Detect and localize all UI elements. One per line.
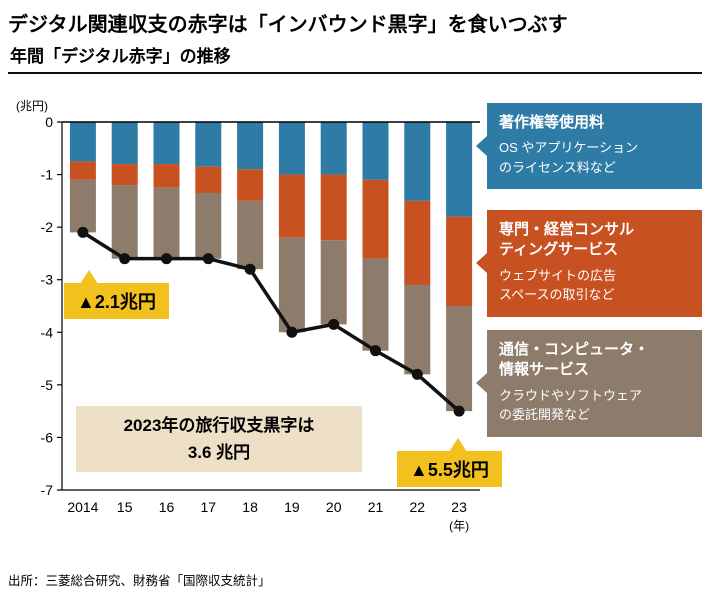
total-deficit-marker-17 [202, 253, 214, 265]
total-deficit-marker-21 [370, 345, 381, 357]
x-tick-label: 21 [368, 499, 384, 515]
legend-description: ウェブサイトの広告 スペースの取引など [499, 267, 617, 303]
travel-surplus-note: 2023年の旅行収支黒字は 3.6 兆円 [76, 406, 362, 473]
x-tick-label: 2014 [67, 499, 98, 515]
bar-segment-16-0 [153, 122, 180, 165]
total-deficit-line [81, 230, 461, 413]
bar-segment-22-0 [404, 122, 431, 201]
legend-pointer-icon [476, 253, 487, 274]
legend-telecom-computer-info: 通信・コンピュータ・ 情報サービス クラウドやソフトウェア の委託開発など [476, 330, 702, 437]
x-axis-unit-label: (年) [449, 519, 469, 533]
total-deficit-marker-2014 [77, 226, 89, 238]
bar-segment-23-2 [446, 306, 473, 412]
total-deficit-marker-16 [161, 253, 172, 265]
annotation-2023-label: ▲5.5兆円 [410, 460, 489, 480]
annotation-pointer-icon [80, 270, 98, 284]
y-tick-label: -6 [41, 429, 54, 445]
bar-segment-15-1 [111, 164, 138, 186]
total-deficit-marker-23 [453, 405, 465, 417]
annotation-2023-deficit: ▲5.5兆円 [397, 438, 502, 487]
bar-segment-15-0 [111, 122, 138, 165]
bar-segment-18-1 [237, 169, 264, 201]
page-title: デジタル関連収支の赤字は「インバウンド黒字」を食いつぶす [8, 14, 568, 36]
bar-segment-23-0 [446, 122, 473, 217]
bar-segment-16-1 [153, 164, 180, 188]
bar-segment-15-2 [111, 185, 138, 259]
bar-segment-2014-0 [69, 122, 96, 162]
legend-title: 専門・経営コンサル ティングサービス [499, 221, 635, 259]
chart-title: 年間「デジタル赤字」の推移 [10, 47, 231, 66]
deficit-chart: 0 -1 -2 -3 -4 -5 -6 -7 2014 15 16 17 18 19 20 21 22 23 (年) [41, 114, 480, 533]
bar-segment-2014-1 [69, 161, 96, 180]
annotation-2014-deficit: ▲2.1兆円 [64, 270, 169, 319]
total-deficit-marker-22 [411, 368, 423, 380]
bar-segment-2014-2 [69, 179, 96, 233]
bar-segment-21-0 [362, 122, 389, 180]
x-tick-label: 22 [410, 499, 426, 515]
x-tick-label: 15 [117, 499, 133, 515]
total-deficit-marker-18 [244, 263, 256, 275]
y-tick-label: -4 [41, 324, 54, 340]
legend-consulting-services: 専門・経営コンサル ティングサービス ウェブサイトの広告 スペースの取引など [476, 210, 702, 317]
bar-segment-20-0 [320, 122, 347, 175]
annotation-2014-label: ▲2.1兆円 [77, 292, 156, 312]
x-tick-label: 17 [201, 499, 217, 515]
total-deficit-marker-19 [286, 326, 298, 338]
legend-copyright-royalties: 著作権等使用料 OS やアプリケーション のライセンス料など [476, 103, 702, 190]
annotation-pointer-icon [449, 438, 467, 452]
bar-segment-21-1 [362, 179, 389, 259]
total-deficit-marker-20 [328, 318, 340, 330]
x-tick-label: 18 [242, 499, 258, 515]
legend-title: 通信・コンピュータ・ 情報サービス [499, 341, 650, 379]
bar-segment-20-2 [320, 240, 347, 325]
bar-segment-17-2 [195, 192, 222, 259]
x-tick-label: 23 [451, 499, 467, 515]
bar-segment-16-2 [153, 187, 180, 259]
x-tick-label: 20 [326, 499, 342, 515]
legend-title: 著作権等使用料 [499, 114, 605, 131]
y-tick-label: -3 [41, 272, 54, 288]
y-axis-unit-label: (兆円) [16, 99, 48, 113]
x-tick-label: 16 [159, 499, 175, 515]
legend-pointer-icon [476, 136, 487, 157]
legend-pointer-icon [476, 373, 487, 394]
y-tick-label: -2 [41, 219, 54, 235]
bar-segment-22-2 [404, 284, 431, 375]
source-attribution: 出所：三菱総合研究、財務省「国際収支統計」 [8, 574, 271, 588]
y-tick-label: -5 [41, 377, 54, 393]
bar-segment-19-1 [278, 174, 305, 238]
legend-description: OS やアプリケーション のライセンス料など [499, 140, 639, 175]
y-tick-label: 0 [45, 114, 53, 130]
bar-segment-20-1 [320, 174, 347, 241]
bar-segment-17-0 [195, 122, 222, 167]
y-tick-label: -1 [41, 167, 54, 183]
bar-segment-19-0 [278, 122, 305, 175]
bar-segment-21-2 [362, 258, 389, 351]
divider [8, 72, 702, 74]
bar-segment-17-1 [195, 166, 222, 193]
legend-description: クラウドやソフトウェア の委託開発など [499, 387, 643, 423]
y-tick-label: -7 [41, 482, 54, 498]
total-deficit-marker-15 [119, 253, 131, 265]
bar-segment-23-1 [446, 216, 473, 306]
bar-segment-22-1 [404, 200, 431, 285]
bar-segment-18-0 [237, 122, 264, 170]
x-tick-label: 19 [284, 499, 300, 515]
bar-segment-18-2 [237, 200, 264, 270]
